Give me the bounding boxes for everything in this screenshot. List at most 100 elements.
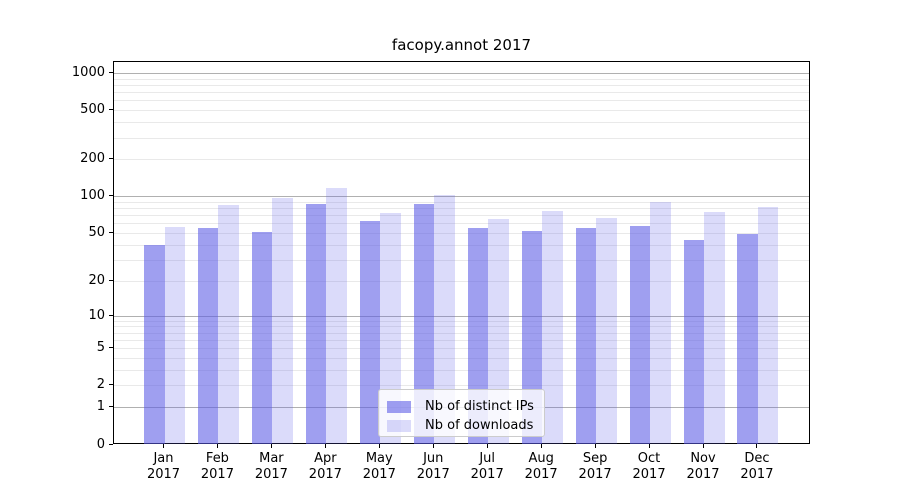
x-tick-year: 2017: [686, 467, 720, 482]
y-tick-label: 500: [80, 102, 105, 118]
y-tick: [109, 109, 113, 111]
y-tick-label: 1: [96, 399, 105, 415]
minor-gridline: [114, 280, 809, 282]
x-tick: [540, 444, 542, 448]
x-tick-year: 2017: [308, 467, 342, 482]
minor-gridline: [114, 385, 809, 387]
minor-gridline: [114, 357, 809, 359]
x-tick-label: Mar 2017: [236, 451, 306, 483]
legend-swatch-downloads: [387, 419, 411, 432]
bar-apr-downloads: [326, 187, 347, 444]
legend-swatch-distinct-ips: [387, 400, 411, 413]
x-tick-year: 2017: [524, 467, 558, 482]
minor-gridline: [114, 339, 809, 341]
x-tick: [163, 444, 164, 448]
y-tick: [109, 232, 113, 233]
x-tick-label: Aug 2017: [506, 451, 576, 483]
minor-gridline: [114, 159, 809, 161]
x-tick-year: 2017: [632, 467, 666, 482]
x-tick-year: 2017: [200, 467, 234, 482]
x-tick: [378, 444, 380, 448]
major-gridline: [114, 196, 809, 198]
minor-gridline: [114, 320, 809, 322]
x-tick: [702, 444, 704, 448]
y-tick: [109, 314, 113, 316]
y-tick-label: 50: [88, 225, 105, 240]
bar-dec-distinct-ips: [737, 233, 758, 444]
bar-may-downloads: [380, 212, 401, 444]
legend-label-distinct-ips: Nb of distinct IPs: [425, 398, 534, 414]
y-tick: [109, 279, 113, 281]
y-tick-label: 0: [96, 436, 105, 452]
minor-gridline: [114, 201, 809, 203]
bar-aug-downloads: [542, 210, 563, 444]
x-tick: [648, 444, 650, 448]
bar-sep-distinct-ips: [575, 227, 597, 444]
y-tick: [109, 384, 113, 386]
minor-gridline: [114, 369, 809, 371]
y-tick: [109, 443, 113, 445]
x-tick-year: 2017: [740, 467, 774, 482]
y-tick: [109, 158, 113, 160]
plot-area: [113, 61, 810, 444]
y-tick: [109, 347, 113, 349]
x-tick-label: Sep 2017: [560, 451, 630, 483]
x-tick: [324, 444, 326, 448]
x-tick-year: 2017: [578, 467, 612, 482]
bar-dec-downloads: [757, 206, 779, 444]
x-tick-year: 2017: [146, 467, 181, 482]
legend: Nb of distinct IPs Nb of downloads: [378, 389, 545, 437]
minor-gridline: [114, 332, 809, 334]
minor-gridline: [114, 110, 809, 112]
x-tick-label: Jul 2017: [452, 451, 522, 483]
bar-jan-downloads: [164, 226, 185, 444]
minor-gridline: [114, 78, 809, 80]
bar-nov-downloads: [704, 212, 725, 444]
minor-gridline: [114, 100, 809, 102]
minor-gridline: [114, 326, 809, 328]
x-tick: [594, 444, 596, 448]
bar-may-distinct-ips: [359, 221, 381, 444]
bar-mar-downloads: [272, 197, 293, 444]
x-tick-month: Jun: [423, 451, 444, 466]
bar-jun-downloads: [434, 194, 455, 444]
chart-title: facopy.annot 2017: [391, 36, 532, 54]
x-tick-month: Dec: [744, 451, 770, 466]
x-tick-label: Apr 2017: [290, 451, 360, 483]
bar-apr-distinct-ips: [305, 204, 327, 444]
y-tick-label: 2: [96, 377, 105, 393]
x-tick: [270, 444, 272, 448]
bar-sep-downloads: [596, 218, 617, 444]
minor-gridline: [114, 215, 809, 217]
x-tick-label: Jan 2017: [129, 451, 199, 483]
minor-gridline: [114, 84, 809, 86]
x-tick-month: Sep: [582, 451, 608, 466]
x-tick-year: 2017: [416, 467, 450, 482]
y-tick-label: 10: [88, 307, 105, 323]
minor-gridline: [114, 137, 809, 139]
minor-gridline: [114, 259, 809, 261]
bar-oct-distinct-ips: [629, 225, 651, 444]
y-tick-label: 20: [88, 272, 105, 288]
y-tick: [109, 406, 113, 408]
x-tick-label: Dec 2017: [722, 451, 792, 483]
bar-jul-downloads: [488, 218, 509, 444]
major-gridline: [114, 315, 809, 317]
x-tick-year: 2017: [470, 467, 504, 482]
bar-feb-distinct-ips: [197, 228, 219, 444]
x-tick-label: Feb 2017: [182, 451, 252, 483]
bar-feb-downloads: [218, 205, 239, 444]
minor-gridline: [114, 92, 809, 94]
x-tick-label: Nov 2017: [668, 451, 738, 483]
x-tick-month: May: [365, 451, 393, 466]
x-tick-month: Jan: [153, 451, 174, 466]
x-tick-month: Apr: [314, 451, 337, 466]
x-tick: [216, 444, 218, 448]
minor-gridline: [114, 348, 809, 350]
x-tick-month: Jul: [479, 451, 496, 466]
x-tick-label: Jun 2017: [398, 451, 468, 483]
bar-jan-distinct-ips: [144, 245, 165, 444]
y-tick-label: 5: [96, 340, 105, 356]
minor-gridline: [114, 208, 809, 210]
